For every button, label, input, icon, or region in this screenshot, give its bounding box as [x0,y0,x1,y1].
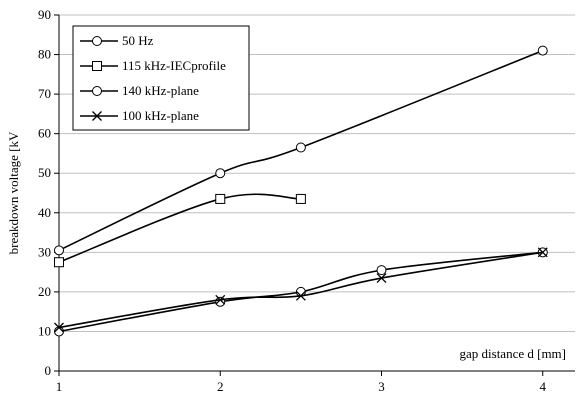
data-point [376,265,387,276]
legend-marker [92,36,102,46]
y-tick-label: 40 [38,205,51,220]
data-point [215,168,226,179]
data-point [215,193,226,204]
x-axis-label: gap distance d [mm] [460,346,567,361]
y-tick-label: 10 [38,323,51,338]
data-point [537,247,548,258]
y-tick-label: 20 [38,284,51,299]
y-tick-label: 30 [38,244,51,259]
axes [58,15,575,372]
y-tick-label: 50 [38,165,51,180]
y-tick-label: 90 [38,7,51,22]
x-tick-label: 3 [378,379,385,394]
x-tick-label: 2 [217,379,224,394]
legend-label: 100 kHz-plane [122,108,199,123]
legend-marker [92,61,102,71]
data-point [54,257,64,268]
legend-marker [92,86,102,96]
data-point [295,193,306,204]
legend-box [72,25,250,131]
data-point [295,290,306,301]
series-2 [54,193,306,268]
x-tick-labels: 1 2 3 4 [56,371,547,394]
y-tick-label: 60 [38,126,51,141]
y-axis-label: breakdown voltage [kV [6,131,21,254]
data-point [54,322,64,333]
x-tick-label: 1 [56,379,63,394]
legend: 50 Hz 115 kHz-IECprofile 140 kHz-plane 100 … [72,25,250,131]
data-point [376,273,387,284]
x-tick-label: 4 [540,379,547,394]
legend-label: 115 kHz-IECprofile [122,58,226,73]
data-point [295,142,306,153]
series-line [58,49,544,252]
legend-label: 50 Hz [122,33,154,48]
series-line [58,193,301,263]
series-4 [54,247,548,333]
legend-marker [92,111,102,121]
series-group [54,45,548,337]
data-point [54,245,64,256]
legend-label: 140 kHz-plane [122,83,199,98]
data-point [537,45,548,56]
y-tick-labels: 0 10 20 30 40 50 60 70 80 90 [38,7,59,378]
y-tick-label: 0 [45,363,52,378]
data-point [215,294,226,305]
y-tick-label: 80 [38,47,51,62]
y-tick-label: 70 [38,86,51,101]
series-1 [54,45,548,256]
